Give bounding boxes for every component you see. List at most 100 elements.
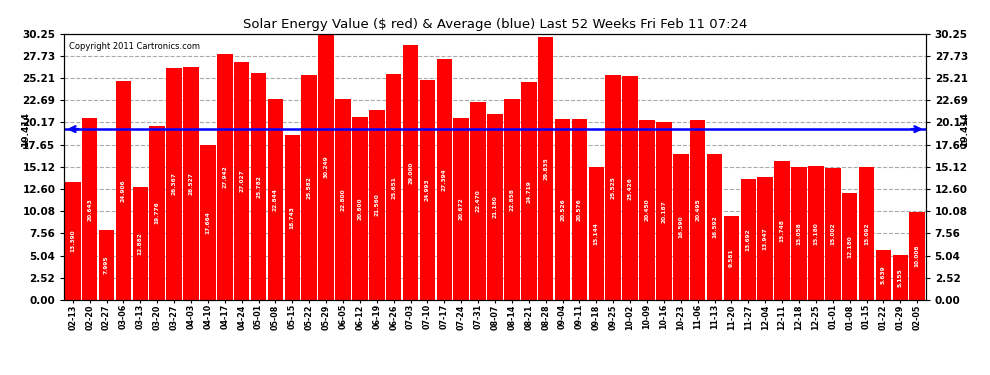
Text: 20.643: 20.643 [87,198,92,220]
Text: 15.002: 15.002 [831,223,836,245]
Text: 18.743: 18.743 [290,206,295,229]
Bar [842,193,857,300]
Text: 26.527: 26.527 [188,172,193,195]
Text: 21.560: 21.560 [374,194,379,216]
Text: 15.748: 15.748 [779,219,785,242]
Text: 15.144: 15.144 [594,222,599,245]
Bar [319,34,334,300]
Text: 30.249: 30.249 [324,156,329,178]
Text: 25.582: 25.582 [307,176,312,199]
Text: 9.581: 9.581 [729,249,734,267]
Text: 16.590: 16.590 [678,216,683,238]
Bar [99,230,114,300]
Bar [606,75,621,300]
Text: 26.367: 26.367 [171,172,176,195]
Bar [403,45,419,300]
Bar [538,38,553,300]
Text: 29.000: 29.000 [408,161,413,184]
Bar [554,119,570,300]
Text: 12.882: 12.882 [138,232,143,255]
Title: Solar Energy Value ($ red) & Average (blue) Last 52 Weeks Fri Feb 11 07:24: Solar Energy Value ($ red) & Average (bl… [243,18,747,31]
Bar [336,99,350,300]
Bar [217,54,233,300]
Text: 5.155: 5.155 [898,268,903,287]
Bar [302,75,317,300]
Text: 19.776: 19.776 [154,202,159,224]
Bar [893,255,908,300]
Bar [640,120,654,300]
Text: 25.782: 25.782 [256,175,261,198]
Text: 24.906: 24.906 [121,179,126,202]
Bar [876,251,891,300]
Text: 22.470: 22.470 [475,190,480,213]
Bar [453,118,469,300]
Bar [741,180,756,300]
Text: 27.027: 27.027 [240,170,245,192]
Text: 20.526: 20.526 [560,198,565,221]
Bar [825,168,841,300]
Bar [149,126,165,300]
Text: 20.672: 20.672 [458,198,463,220]
Text: 20.187: 20.187 [661,200,666,222]
Bar [470,102,486,300]
Bar [487,114,503,300]
Bar [656,122,671,300]
Text: 22.858: 22.858 [510,188,515,211]
Bar [673,154,688,300]
Text: 19.414: 19.414 [960,112,969,147]
Bar [250,73,266,300]
Text: 21.180: 21.180 [492,195,498,218]
Text: 19.414: 19.414 [21,112,30,147]
Text: 15.058: 15.058 [797,222,802,245]
Bar [284,135,300,300]
Text: 20.495: 20.495 [695,198,700,221]
Bar [808,166,824,300]
Text: 13.390: 13.390 [70,230,75,252]
Text: 13.947: 13.947 [762,227,767,250]
Bar [504,99,520,300]
Text: 10.006: 10.006 [915,245,920,267]
Bar [707,154,723,300]
Text: 5.639: 5.639 [881,266,886,285]
Bar [623,76,638,300]
Text: 25.651: 25.651 [391,176,396,198]
Text: 27.942: 27.942 [223,166,228,188]
Text: 25.525: 25.525 [611,176,616,199]
Text: 20.450: 20.450 [644,199,649,221]
Text: 24.719: 24.719 [527,180,532,203]
Bar [200,144,216,300]
Text: 17.664: 17.664 [205,211,211,234]
Text: 15.180: 15.180 [814,222,819,245]
Bar [352,117,367,300]
Text: 24.993: 24.993 [425,179,430,201]
Text: 22.800: 22.800 [341,188,346,211]
Bar [521,82,537,300]
Bar [420,80,436,300]
Bar [910,212,925,300]
Bar [267,99,283,300]
Bar [133,187,148,300]
Bar [234,62,249,300]
Bar [369,110,384,300]
Text: Copyright 2011 Cartronics.com: Copyright 2011 Cartronics.com [68,42,200,51]
Text: 27.394: 27.394 [442,168,446,191]
Bar [183,66,199,300]
Text: 13.692: 13.692 [745,228,750,251]
Text: 20.576: 20.576 [577,198,582,221]
Text: 16.592: 16.592 [712,216,717,238]
Bar [437,59,452,300]
Text: 25.426: 25.426 [628,177,633,200]
Text: 22.844: 22.844 [273,188,278,211]
Bar [774,161,790,300]
Bar [724,216,740,300]
Text: 20.800: 20.800 [357,197,362,220]
Bar [571,119,587,300]
Bar [690,120,706,300]
Bar [791,168,807,300]
Text: 29.835: 29.835 [544,158,548,180]
Text: 15.092: 15.092 [864,222,869,245]
Bar [166,68,182,300]
Text: 7.995: 7.995 [104,256,109,274]
Bar [65,182,80,300]
Bar [858,167,874,300]
